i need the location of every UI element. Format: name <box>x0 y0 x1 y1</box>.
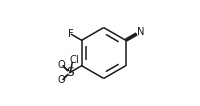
Text: O: O <box>57 75 64 85</box>
Text: S: S <box>66 66 73 79</box>
Text: N: N <box>136 26 144 37</box>
Text: O: O <box>57 60 64 70</box>
Text: Cl: Cl <box>69 55 78 65</box>
Text: F: F <box>68 29 74 39</box>
